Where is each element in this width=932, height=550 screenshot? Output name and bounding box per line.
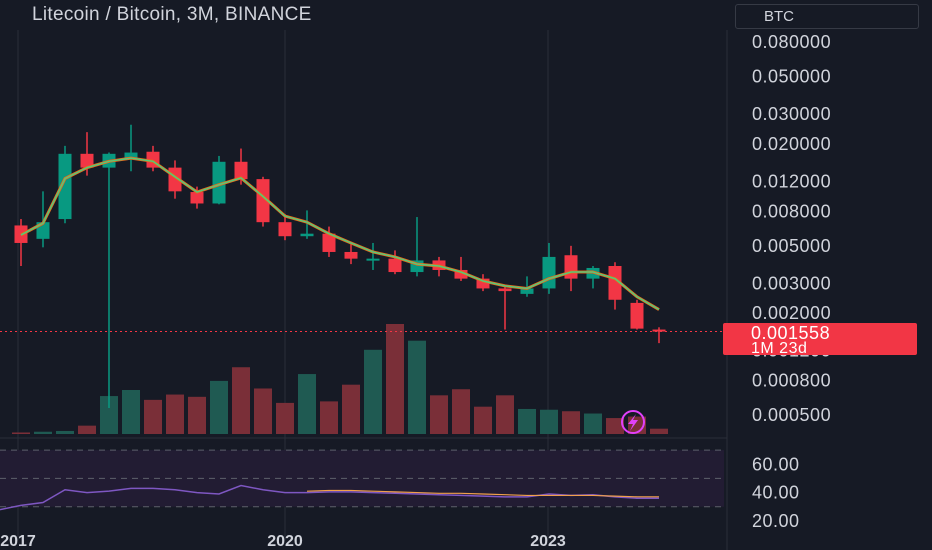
moving-average-line bbox=[20, 157, 660, 311]
volume-bars bbox=[12, 324, 668, 434]
candle-body bbox=[410, 260, 424, 273]
rsi-ma-line bbox=[306, 489, 659, 498]
candle-body bbox=[256, 179, 270, 223]
volume-bar bbox=[188, 396, 206, 434]
candle-body bbox=[630, 302, 644, 329]
volume-bar bbox=[408, 340, 426, 434]
bar-countdown-label: 1M 23d bbox=[751, 340, 808, 357]
candle-body bbox=[652, 329, 666, 332]
price-tick-label: 0.030000 bbox=[752, 104, 831, 124]
volume-bar bbox=[166, 394, 184, 434]
currency-button[interactable]: BTC bbox=[735, 4, 919, 29]
candle-body bbox=[542, 256, 556, 289]
price-axis: 0.080000 0.050000 0.030000 0.020000 0.012000… bbox=[726, 30, 932, 550]
candle-body bbox=[124, 152, 138, 159]
candle-body bbox=[344, 251, 358, 259]
volume-bar bbox=[232, 367, 250, 434]
price-tick-label: 0.050000 bbox=[752, 67, 831, 87]
candle-body bbox=[278, 222, 292, 237]
price-tick-label: 0.008000 bbox=[752, 201, 831, 221]
candle-body bbox=[476, 278, 490, 289]
volume-bar bbox=[320, 401, 338, 434]
lightning-icon-ring bbox=[621, 410, 645, 434]
price-tick-label: 0.012000 bbox=[752, 172, 831, 192]
candle-body bbox=[322, 233, 336, 252]
candle-body bbox=[366, 258, 380, 261]
price-tick-label: 0.005000 bbox=[752, 236, 831, 256]
volume-bar bbox=[100, 396, 118, 434]
volume-bar bbox=[342, 384, 360, 434]
rsi-lines bbox=[0, 484, 659, 511]
rsi-band bbox=[0, 331, 724, 508]
lightning-icon[interactable] bbox=[621, 410, 645, 434]
price-tick-label: 0.003000 bbox=[752, 273, 831, 293]
candle-body bbox=[234, 161, 248, 180]
volume-bar bbox=[122, 390, 140, 434]
volume-bar bbox=[254, 388, 272, 434]
volume-bar bbox=[34, 431, 52, 434]
time-axis: 2017 2020 2023 bbox=[0, 533, 566, 550]
moving-average-line-outline bbox=[20, 156, 660, 311]
volume-bar bbox=[562, 411, 580, 434]
chart-title: Litecoin / Bitcoin, 3M, BINANCE bbox=[32, 4, 312, 25]
price-tick-label: 0.020000 bbox=[752, 134, 831, 154]
volume-bar bbox=[496, 395, 514, 434]
volume-bar bbox=[430, 395, 448, 434]
candle-body bbox=[212, 161, 226, 204]
volume-bar bbox=[584, 413, 602, 434]
volume-bar bbox=[276, 402, 294, 434]
price-tick-label: 0.002000 bbox=[752, 303, 831, 323]
volume-bar bbox=[452, 389, 470, 434]
moving-average bbox=[20, 156, 660, 311]
volume-bar bbox=[210, 380, 228, 434]
volume-bar bbox=[540, 409, 558, 434]
volume-bar bbox=[12, 432, 30, 434]
volume-bar bbox=[56, 430, 74, 434]
rsi-line bbox=[0, 484, 659, 511]
volume-bar bbox=[78, 425, 96, 434]
current-price-label: 0.001558 bbox=[751, 323, 831, 343]
price-tick-label: 0.080000 bbox=[752, 32, 831, 52]
volume-bar bbox=[474, 406, 492, 434]
candle-body bbox=[190, 192, 204, 204]
rsi-tick-label: 20.00 bbox=[752, 511, 800, 531]
volume-bar bbox=[518, 408, 536, 434]
candle-body bbox=[300, 233, 314, 237]
axis-background bbox=[727, 30, 932, 550]
candle-body bbox=[80, 153, 94, 168]
candle-body bbox=[498, 288, 512, 292]
candle-body bbox=[388, 258, 402, 273]
time-tick-label: 2017 bbox=[0, 533, 36, 550]
candle-body bbox=[564, 255, 578, 279]
rsi-tick-label: 60.00 bbox=[752, 454, 800, 474]
time-tick-label: 2023 bbox=[530, 533, 566, 550]
candle-body bbox=[520, 288, 534, 294]
volume-bar bbox=[650, 428, 668, 434]
rsi-band-fill bbox=[0, 450, 724, 507]
candle-body bbox=[58, 153, 72, 220]
volume-bar bbox=[386, 324, 404, 434]
candle-body bbox=[454, 269, 468, 279]
volume-bar bbox=[364, 349, 382, 434]
volume-bar bbox=[606, 418, 624, 434]
time-tick-label: 2020 bbox=[267, 533, 303, 550]
volume-bar bbox=[144, 399, 162, 434]
current-price-tag: 0.001558 1M 23d bbox=[723, 323, 917, 357]
lightning-bolt bbox=[628, 414, 638, 431]
candlesticks bbox=[14, 124, 666, 408]
volume-bar bbox=[298, 374, 316, 434]
price-tick-label: 0.000500 bbox=[752, 405, 831, 425]
price-tick-label: 0.000800 bbox=[752, 370, 831, 390]
candle-body bbox=[608, 266, 622, 300]
rsi-tick-label: 40.00 bbox=[752, 483, 800, 503]
